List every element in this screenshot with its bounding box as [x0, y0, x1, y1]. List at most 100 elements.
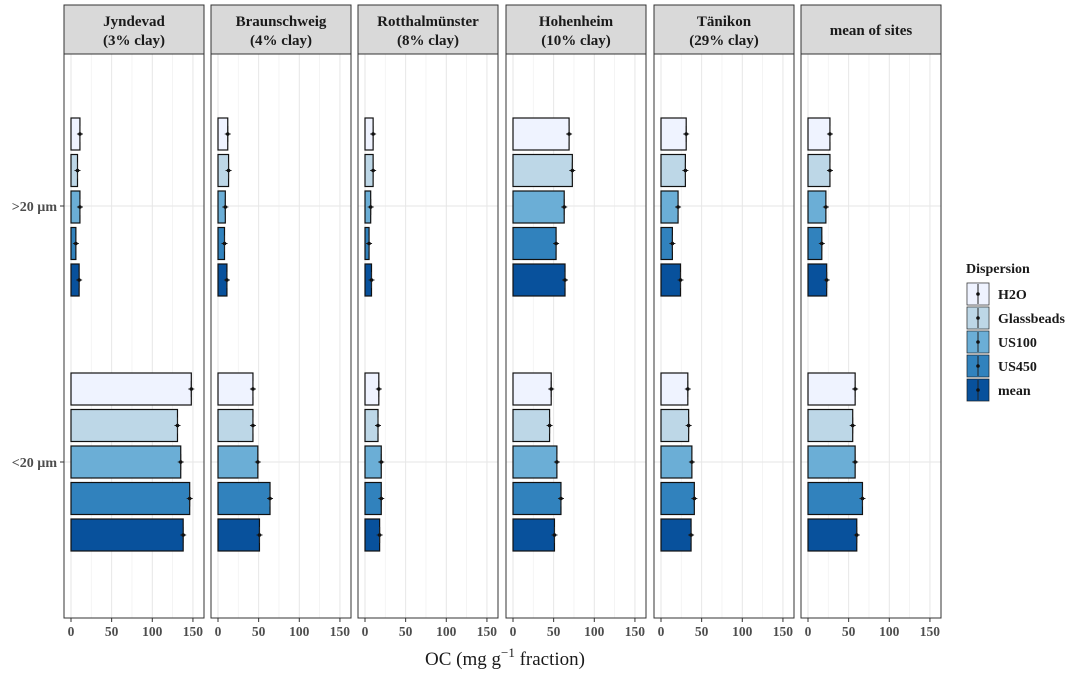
bar-us450 — [512, 481, 562, 516]
mean-point — [256, 460, 260, 464]
facet-title-line1: Braunschweig — [236, 14, 327, 30]
facet-strip — [210, 4, 352, 55]
mean-point — [686, 387, 690, 391]
x-tick-label: 50 — [399, 624, 413, 639]
mean-point — [251, 387, 255, 391]
mean-point — [175, 423, 180, 428]
x-tick-label: 50 — [105, 624, 119, 639]
legend-label: US100 — [998, 336, 1037, 351]
facet-panel: Hohenheim (10% clay) 0 50 100 150 — [505, 4, 647, 639]
legend-label: US450 — [998, 360, 1037, 375]
legend-point — [976, 340, 980, 344]
facet-title-line1: Tänikon — [697, 14, 752, 30]
mean-point — [377, 387, 381, 391]
x-tick-label: 50 — [695, 624, 709, 639]
mean-point — [222, 241, 227, 246]
mean-point — [552, 533, 557, 537]
y-category-label: <20 µm — [12, 456, 58, 471]
bar-h2o — [70, 372, 192, 406]
bar-us450 — [660, 481, 695, 516]
mean-point — [683, 168, 688, 173]
facet-title-line1: mean of sites — [830, 23, 913, 39]
mean-point — [189, 387, 194, 391]
facet-panel: Tänikon (29% clay) 0 50 100 150 — [653, 4, 795, 639]
mean-point — [853, 460, 857, 464]
x-tick-label: 100 — [732, 624, 753, 639]
legend-point — [976, 388, 980, 392]
bar-h2o — [807, 117, 831, 151]
x-axis-label-main: OC (mg g — [425, 649, 502, 670]
facet-panel: Rotthalmünster (8% clay) 0 50 100 150 — [357, 4, 499, 639]
bar-glassbeads — [70, 408, 179, 443]
mean-point — [559, 496, 563, 501]
x-axis-label-tail: fraction) — [515, 649, 585, 670]
x-tick-label: 50 — [547, 624, 561, 639]
x-tick-label: 50 — [842, 624, 856, 639]
x-tick-label: 0 — [510, 624, 517, 639]
facet-strip — [357, 4, 499, 55]
facet-title-line2: (29% clay) — [689, 33, 759, 49]
mean-point — [379, 496, 384, 501]
bar-us100 — [70, 445, 182, 479]
mean-point — [549, 387, 554, 391]
x-axis-label: OC (mg g−1 fraction) — [425, 645, 585, 670]
x-tick-label: 100 — [142, 624, 163, 639]
bar-us100 — [512, 190, 565, 224]
legend-point — [976, 364, 980, 368]
panel-border — [210, 53, 352, 619]
mean-point — [684, 132, 688, 136]
bar-us450 — [217, 481, 271, 516]
mean-point — [187, 496, 192, 501]
bar-h2o — [660, 372, 689, 406]
plot-background — [358, 54, 498, 618]
mean-point — [860, 496, 865, 501]
x-tick-label: 0 — [805, 624, 812, 639]
mean-point — [225, 132, 230, 136]
mean-point — [181, 533, 185, 537]
x-tick-label: 150 — [625, 624, 646, 639]
legend-item-glassbeads: Glassbeads — [966, 306, 1065, 330]
x-tick-label: 100 — [879, 624, 900, 639]
mean-point — [178, 460, 183, 464]
bar-h2o — [512, 117, 570, 151]
mean-point — [554, 241, 558, 246]
facet-title-line2: (3% clay) — [103, 33, 165, 49]
bar-glassbeads — [660, 153, 686, 188]
bar-mean — [512, 263, 566, 297]
mean-point — [690, 460, 694, 464]
panel-border — [505, 53, 647, 619]
mean-point — [689, 533, 693, 537]
x-tick-label: 150 — [477, 624, 498, 639]
mean-point — [678, 278, 683, 282]
x-tick-label: 0 — [215, 624, 222, 639]
legend-item-us100: US100 — [966, 330, 1037, 354]
facet-panel: Jyndevad (3% clay) 0 50 100 150 — [63, 4, 205, 639]
legend: Dispersion H2O Glassbeads US100 US450 mean — [966, 262, 1065, 402]
mean-point — [692, 496, 697, 501]
x-tick-label: 100 — [584, 624, 605, 639]
x-tick-label: 150 — [920, 624, 941, 639]
legend-label: Glassbeads — [998, 312, 1065, 327]
mean-point — [567, 132, 571, 136]
facet-panel: Braunschweig (4% clay) 0 50 100 150 — [210, 4, 352, 639]
bar-us100 — [217, 445, 259, 479]
bar-glassbeads — [660, 408, 690, 443]
mean-point — [670, 241, 675, 246]
mean-point — [251, 423, 255, 428]
bar-h2o — [512, 372, 552, 406]
y-axis: >20 µm <20 µm — [12, 200, 64, 471]
bar-h2o — [807, 372, 856, 406]
bar-mean — [70, 518, 184, 552]
bar-glassbeads — [217, 408, 254, 443]
bar-us450 — [70, 481, 191, 516]
mean-point — [367, 241, 371, 246]
legend-item-us450: US450 — [966, 354, 1037, 378]
mean-point — [371, 132, 375, 136]
bar-us450 — [512, 226, 557, 261]
bar-us100 — [512, 445, 558, 479]
bar-glassbeads — [512, 153, 573, 188]
mean-point — [562, 205, 567, 209]
legend-point — [976, 292, 980, 296]
legend-item-mean: mean — [966, 378, 1031, 402]
facet-strip — [63, 4, 205, 55]
